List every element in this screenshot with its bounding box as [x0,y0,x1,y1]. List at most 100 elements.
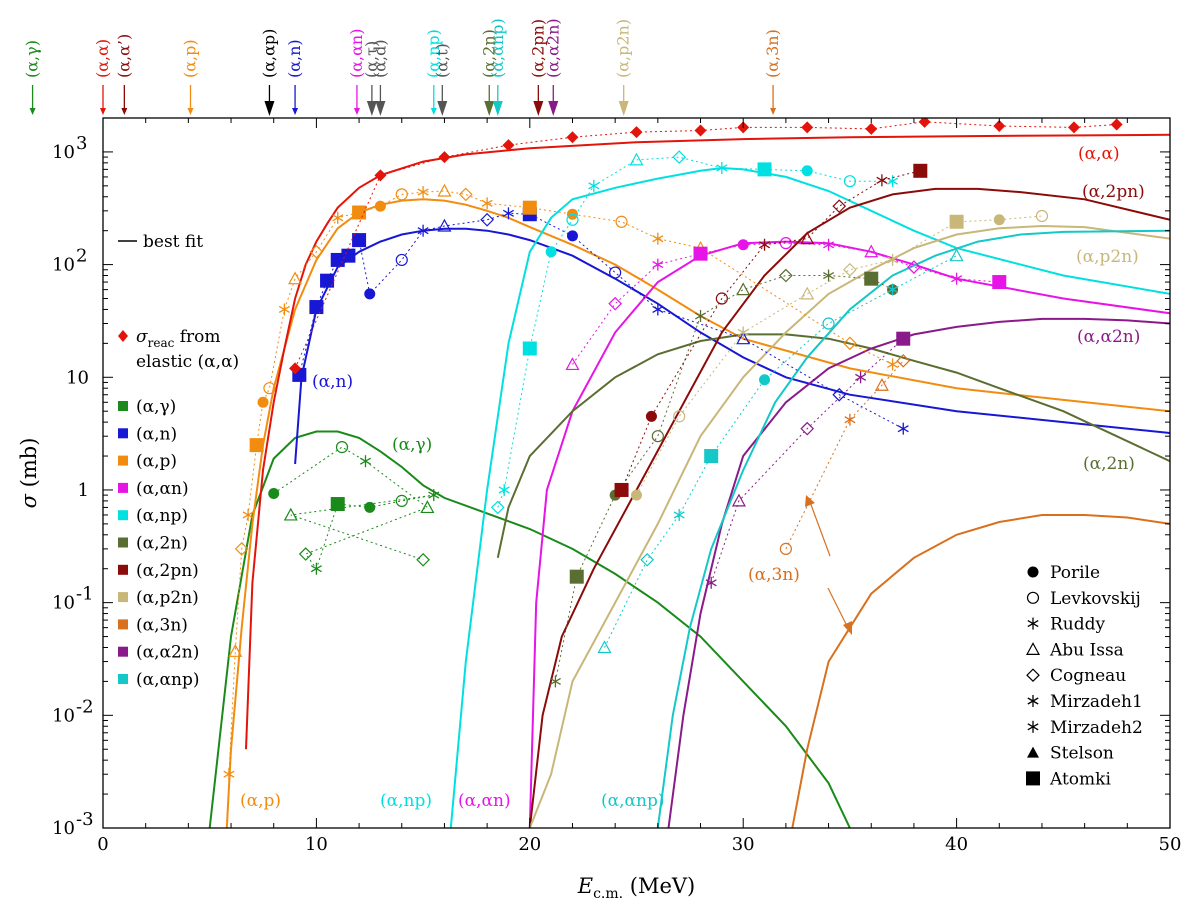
data-connector-6 [621,170,921,491]
experiment-marker-0 [1027,566,1039,578]
experiment-marker-5 [1027,695,1039,707]
data-point-1-14 [609,266,622,279]
experiment-label-4: Cogneau [1050,666,1126,686]
series-legend-label-8: (α,3n) [136,615,188,635]
data-point-4-3 [545,246,557,258]
series-legend-label-0: (α,γ) [136,397,176,417]
data-point-1-11 [502,207,514,220]
data-point-3-6 [823,238,835,251]
right-label-1: (α,2pn) [1082,182,1145,202]
data-point-0-0 [268,488,280,500]
data-point-3-2 [652,258,664,271]
data-point-5-4 [694,309,707,322]
experiment-label-2: Ruddy [1050,615,1106,635]
data-point-6-3 [759,238,771,251]
threshold-16: (α,3n) [763,29,782,115]
data-point-2-23 [843,336,857,351]
experiment-marker-1 [1026,591,1040,604]
data-point-1-8 [417,224,429,237]
data-point-9-4 [896,331,911,346]
data-point-4-1 [498,483,510,496]
fit-curve-8 [791,514,1170,828]
curve-labels: (α,α) (α,2pn) (α,p2n) (α,α2n) (α,2n) (α,n) (α,… [240,144,1145,811]
threshold-markers: (α,γ) (α,α) (α,α’) (α,p) (α,αp) (α,n) (α,αn)(α… [23,18,782,116]
data-point-8-1 [844,413,856,426]
data-point-0-9 [428,489,440,502]
x-tick-label-5: 50 [1159,834,1182,855]
svg-text:-3: -3 [76,809,94,830]
series-legend-label-9: (α,α2n) [136,643,199,663]
svg-text:(α,αnp): (α,αnp) [488,18,507,78]
svg-text:(α,t): (α,t) [432,43,451,78]
fit-curve-4 [449,166,1170,828]
data-point-1-18 [897,422,909,435]
svg-text:(α,τ): (α,τ) [362,41,381,78]
plot-background [103,118,1170,828]
reac-legend-label-2: elastic (α,α) [136,352,239,372]
series-legend-marker-2 [118,455,128,466]
experiment-marker-7 [1027,746,1039,758]
data-point-1-5 [352,233,367,248]
fit-curve-10 [656,229,1170,828]
experiment-label-0: Porile [1050,563,1100,583]
y-tick-label-3: 1 [78,480,89,501]
data-point-0-8 [395,494,408,507]
y-tick-label-1: 10 -2 [52,696,93,726]
data-point-2-20 [615,215,628,228]
svg-text:(α,p): (α,p) [180,39,199,78]
data-point-2-10 [332,211,344,224]
x-tick-label-4: 40 [945,834,968,855]
data-point-3-8 [907,260,921,274]
data-point-4-9 [757,162,772,177]
data-point-1-17 [832,387,847,402]
right-label-0: (α,α) [1078,144,1120,164]
svg-text:(α,2n): (α,2n) [479,29,498,78]
data-points [223,118,1123,781]
data-point-2-16 [458,187,473,202]
reac-point-8 [801,121,814,134]
data-point-5-3 [651,430,664,443]
series-legend-label-7: (α,p2n) [136,588,199,608]
y-tick-label-5: 10 2 [52,246,87,276]
data-point-2-9 [309,244,324,259]
data-point-4-6 [629,152,644,166]
data-point-6-5 [832,199,847,214]
series-legend-label-2: (α,p) [136,452,177,472]
x-tick-label-2: 20 [518,834,541,855]
svg-text:10: 10 [66,367,89,388]
data-point-4-11 [843,175,857,188]
data-point-3-5 [779,237,792,250]
data-point-3-7 [864,244,879,258]
data-point-0-3 [420,500,435,514]
data-point-2-14 [417,186,429,199]
series-legend-marker-7 [118,592,128,603]
data-point-4-2 [522,341,537,356]
svg-text:(α,p2n): (α,p2n) [614,19,633,78]
threshold-15: (α,p2n) [614,19,633,116]
series-legend-marker-1 [118,428,128,439]
reac-point-10 [918,118,931,128]
series-legend-label-3: (α,αn) [136,479,189,499]
experiment-label-8: Atomki [1049,769,1111,789]
series-legend-label-1: (α,n) [136,424,177,444]
data-point-0-6 [330,497,345,512]
data-point-2-3 [242,508,254,521]
data-point-4-5 [588,179,600,192]
svg-text:(α,α2n): (α,α2n) [543,18,562,78]
y-tick-label-0: 10 -3 [52,809,93,839]
reac-legend-label: σreac from [136,327,221,350]
experiment-marker-2 [1027,617,1039,630]
data-point-3-3 [693,246,708,261]
experiment-label-7: Stelson [1050,744,1114,764]
data-point-3-1 [608,296,623,311]
data-point-9-2 [800,421,815,436]
y-tick-label-2: 10 -1 [52,584,93,614]
threshold-3: (α,p) [180,39,199,115]
reac-point-4 [566,131,579,144]
threshold-4: (α,αp) [259,29,278,116]
svg-text:3: 3 [76,133,87,154]
fit-curves [208,133,1170,828]
y-tick-label-6: 10 3 [52,133,87,163]
data-point-8-3 [896,353,911,368]
fit-curve-9 [667,317,1170,828]
